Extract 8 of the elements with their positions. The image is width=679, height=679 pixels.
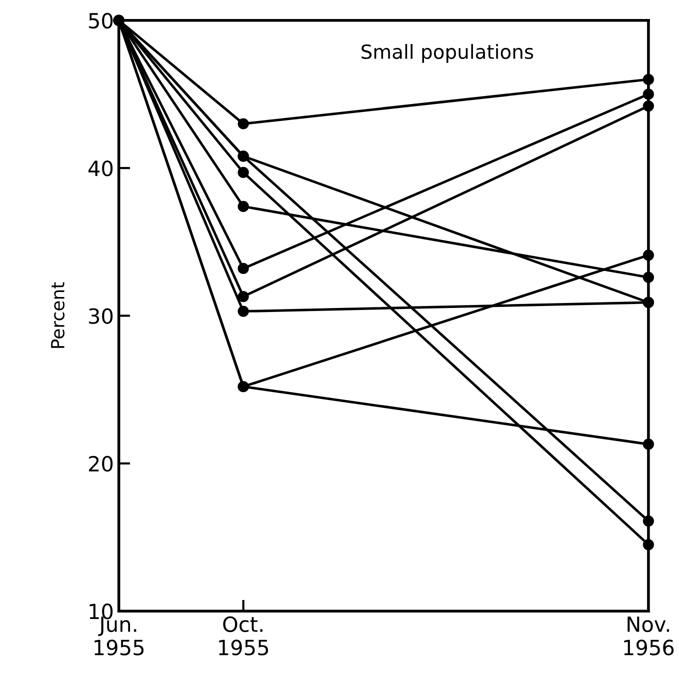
x-tick-label: Nov. 1956	[624, 616, 674, 656]
y-tick-label: 20	[88, 456, 113, 472]
text: Small populations	[362, 44, 534, 63]
x-tick-label: Oct. 1955	[219, 616, 268, 656]
y-tick-label: 50	[89, 12, 113, 29]
y-axis-title: Percent	[51, 282, 65, 348]
y-tick-label: 30	[89, 308, 113, 324]
y-tick-label: 40	[88, 160, 113, 176]
